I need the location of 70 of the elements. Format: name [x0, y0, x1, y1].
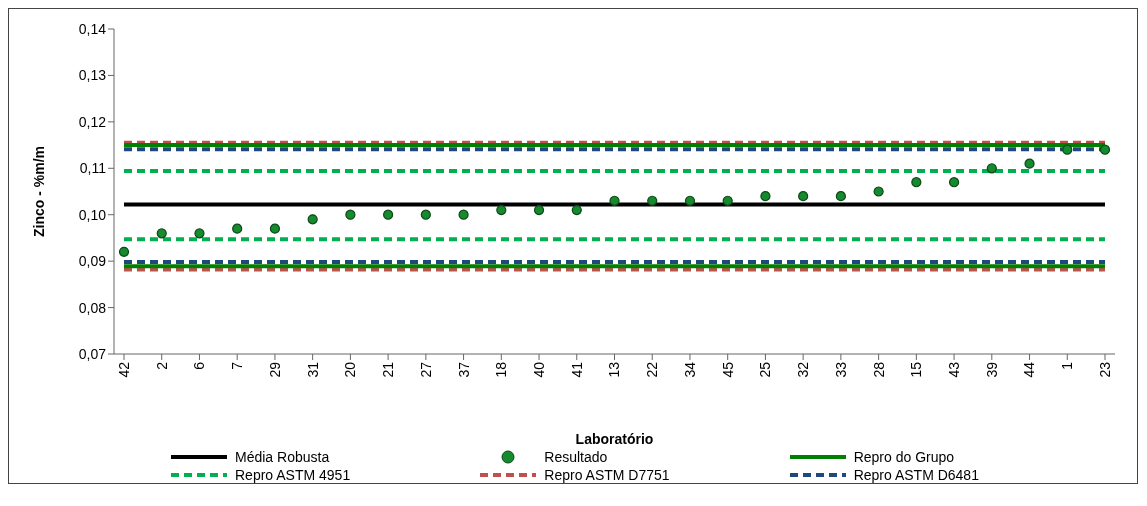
x-tick-label: 37 [455, 361, 472, 378]
legend-label: Resultado [544, 449, 608, 465]
point [609, 195, 620, 206]
y-axis-title: Zinco - %m/m [30, 145, 47, 238]
x-tick-label: 1 [1059, 361, 1076, 370]
x-tick-label: 42 [115, 361, 132, 378]
legend-label: Repro ASTM D7751 [544, 467, 670, 483]
point [948, 177, 960, 188]
point [1024, 158, 1035, 169]
legend-label: Repro ASTM 4951 [235, 467, 351, 483]
point [1062, 144, 1073, 155]
x-tick-label: 6 [191, 361, 208, 370]
point [458, 209, 469, 220]
x-tick-label: 33 [832, 361, 849, 378]
x-tick-label: 22 [644, 361, 661, 378]
point [533, 204, 545, 216]
x-tick-label: 34 [681, 361, 698, 378]
y-tick-label: 0,14 [78, 20, 107, 37]
point [307, 214, 318, 225]
point [722, 195, 733, 206]
point [232, 223, 243, 234]
x-tick-label: 28 [870, 361, 887, 378]
x-tick-label: 44 [1021, 361, 1038, 378]
point [1099, 144, 1111, 155]
point [798, 191, 809, 202]
legend-label: Repro ASTM D6481 [853, 467, 979, 483]
x-tick-label: 29 [266, 361, 283, 378]
point [873, 186, 884, 197]
point [383, 209, 394, 220]
x-tick-label: 39 [983, 361, 1000, 378]
x-tick-label: 2 [153, 361, 170, 370]
legend-label: Média Robusta [235, 449, 330, 465]
y-tick-label: 0,11 [79, 160, 107, 177]
point [420, 209, 431, 220]
x-tick-label: 13 [606, 361, 623, 378]
x-tick-label: 7 [229, 361, 246, 370]
point [345, 209, 356, 220]
x-tick-label: 15 [908, 361, 925, 378]
y-tick-label: 0,10 [78, 206, 107, 223]
x-tick-label: 23 [1096, 361, 1113, 378]
point [118, 246, 130, 257]
point [156, 228, 167, 239]
x-tick-label: 18 [493, 361, 510, 378]
point [647, 195, 658, 206]
point [760, 191, 771, 202]
legend-label: Repro do Grupo [853, 449, 955, 465]
x-tick-label: 40 [530, 361, 547, 378]
x-tick-label: 27 [417, 361, 434, 378]
x-tick-label: 32 [795, 361, 812, 378]
x-tick-label: 31 [304, 361, 321, 378]
y-tick-label: 0,13 [78, 67, 107, 84]
y-tick-label: 0,12 [78, 113, 107, 130]
point [684, 195, 696, 206]
point [194, 228, 205, 239]
y-tick-label: 0,07 [78, 345, 107, 362]
x-tick-label: 20 [342, 361, 359, 378]
point [496, 204, 507, 216]
x-tick-label: 45 [719, 361, 736, 378]
x-tick-label: 21 [380, 361, 397, 378]
y-tick-label: 0,09 [78, 253, 107, 270]
x-tick-label: 25 [757, 361, 774, 378]
y-tick-label: 0,08 [78, 299, 107, 316]
point [835, 191, 846, 202]
point [911, 177, 922, 188]
point [269, 223, 281, 234]
point [571, 204, 582, 216]
x-axis-title: Laboratório [575, 431, 654, 447]
x-tick-label: 43 [946, 361, 963, 378]
x-tick-label: 41 [568, 361, 585, 378]
point [986, 163, 997, 174]
